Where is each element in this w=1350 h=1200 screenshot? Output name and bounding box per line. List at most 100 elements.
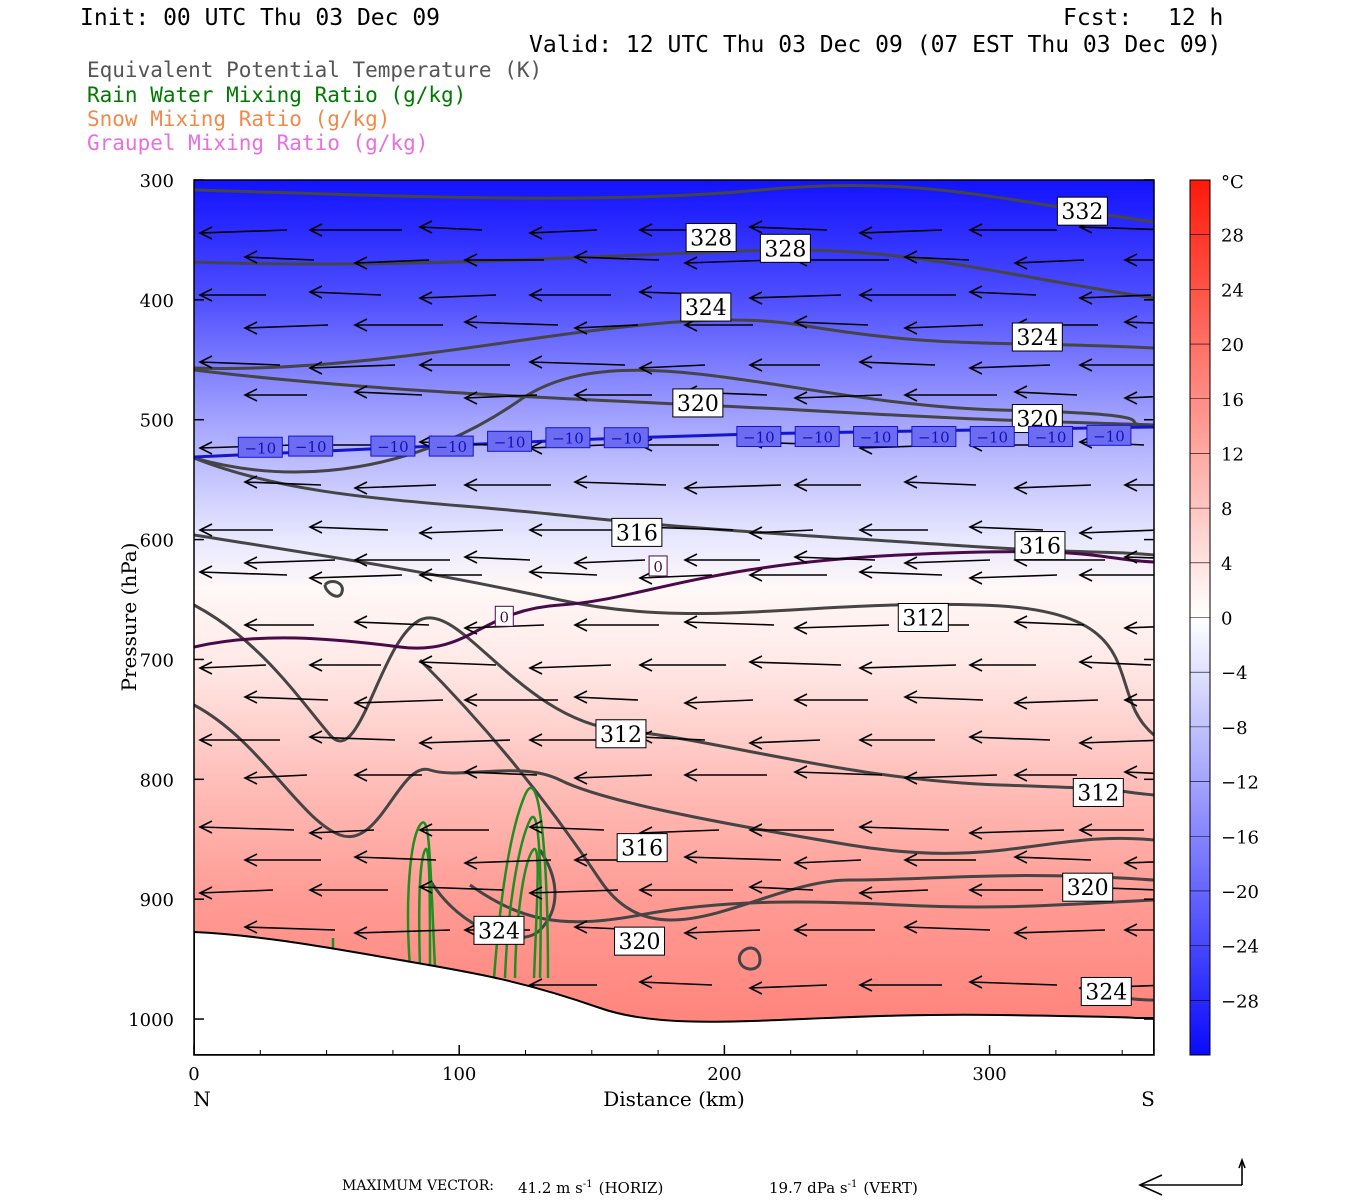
temperature-shading [194,180,1154,1055]
isotherm-minus10-label: −10 [736,426,782,448]
x-tick-label: 200 [707,1064,741,1085]
wind-arrow [968,520,1044,534]
wind-arrow [418,568,482,582]
wind-arrow [858,886,929,900]
isotherm-label-box [911,426,957,448]
wind-arrow [858,820,950,834]
wind-arrow [1123,315,1154,329]
isotherm-label-box [1028,426,1074,448]
wind-arrow [858,226,943,240]
wind-arrow [903,920,991,934]
isotherm-label-text: −10 [1035,429,1067,447]
theta-e-320b-contour [194,368,1154,474]
wind-arrow [243,250,315,264]
isotherm-minus10-label: −10 [911,426,957,448]
wind-arrow [573,771,653,785]
wind-arrow [1123,391,1154,405]
wind-arrow [418,655,497,669]
legend-rain-water: Rain Water Mixing Ratio (g/kg) [87,83,466,107]
theta-e-label-box [611,517,663,547]
theta-e-label: 328 [759,233,811,263]
wind-arrow [418,358,510,372]
wind-arrow [968,730,1051,744]
isotherm-label-text: −10 [435,438,467,456]
wind-arrow [243,475,322,489]
isotherm-minus10-label: −10 [603,427,649,449]
wind-arrow [463,315,559,329]
wind-arrow [418,220,483,234]
init-time: Init: 00 UTC Thu 03 Dec 09 [80,5,441,31]
theta-e-label: 324 [680,292,732,322]
theta-e-label-box [614,926,666,956]
colorbar-tick-label: 28 [1221,226,1244,247]
isotherm-label-text: −10 [918,429,950,447]
wind-arrow [903,250,970,264]
colorbar-tick-label: 20 [1221,335,1244,356]
vert-value: 19.7 dPa s [769,1179,848,1197]
wind-arrow [858,661,957,675]
rain-contour [492,786,550,979]
wind-arrow [793,765,883,779]
wind-arrow [198,226,288,240]
wind-arrow [308,223,402,237]
isotherm-label-box [545,427,591,449]
theta-e-label: 312 [897,603,949,632]
colorbar-tick-label: −20 [1221,882,1259,903]
wind-arrow [243,321,329,335]
wind-arrow [353,553,450,567]
wind-arrow [1123,693,1154,707]
isotherm-minus10-label: −10 [428,435,474,457]
wind-arrow [198,288,266,302]
isotherm-minus10-label: −10 [545,427,591,449]
colorbar-unit: °C [1221,172,1244,193]
wind-arrow [683,926,761,940]
wind-arrow [418,880,504,894]
wind-arrow [243,920,336,934]
max-vector-vertical: 19.7 dPa s-1 (VERT) [769,1177,918,1196]
theta-e-label-box [595,719,647,749]
wind-arrow [968,285,1037,299]
theta-e-label: 320 [672,388,724,418]
forecast-hour: 12 h [1168,5,1224,31]
wind-arrow [573,475,667,489]
wind-arrow [353,926,451,940]
isotherm-label-box [487,430,533,452]
theta-e-closed-contour-small [323,580,344,598]
wind-arrow [528,226,598,240]
theta-e-label-text: 312 [1077,782,1119,807]
wind-arrow [1123,621,1154,635]
wind-arrow [243,853,321,867]
forecast-label: Fcst: [1063,5,1133,31]
colorbar-tick-label: −28 [1221,991,1259,1012]
y-tick-label: 700 [140,650,174,671]
wind-arrow [243,618,314,632]
theta-e-label-box [616,833,668,863]
wind-arrow [308,520,389,534]
isotherm-label-box [736,426,782,448]
wind-arrow [198,820,295,834]
isotherm-minus10-label: −10 [1028,426,1074,448]
theta-e-label-box [1062,872,1114,902]
wind-arrow [1123,856,1154,870]
wind-arrow [308,285,382,299]
y-tick-label: 300 [140,171,174,192]
colorbar-tick-label: 24 [1221,280,1244,301]
colorbar-tick-label: −4 [1221,663,1248,684]
colorbar-tick-label: 0 [1221,609,1232,630]
theta-e-label: 312 [1072,778,1124,807]
horiz-exponent: -1 [582,1179,593,1190]
x-end-label-north: N [193,1087,211,1111]
isotherm-minus10-label: −10 [487,430,533,452]
wind-arrow [968,826,1065,840]
theta-e-label-box [672,388,724,418]
wind-arrow [1013,481,1092,495]
wind-arrow [463,253,544,267]
wind-arrow [463,856,552,870]
y-tick-label: 600 [140,531,174,552]
isotherm-minus10-label: −10 [1086,424,1132,446]
wind-arrow [198,355,281,369]
wind-arrow [198,565,288,579]
wind-arrow [903,321,984,335]
wind-arrow [903,853,976,867]
